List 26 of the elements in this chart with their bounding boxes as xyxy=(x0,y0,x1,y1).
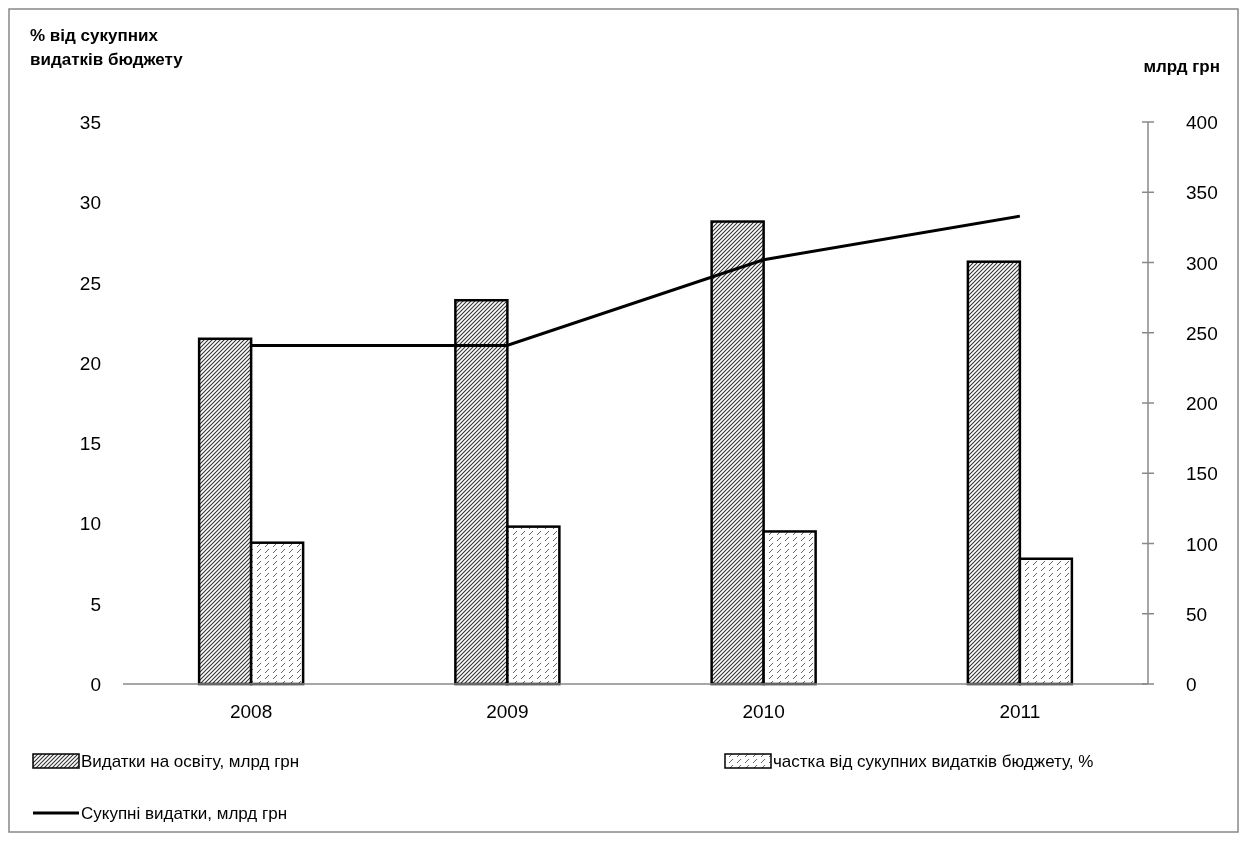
x-tick-label: 2010 xyxy=(742,701,785,722)
legend-label: частка від сукупних видатків бюджету, % xyxy=(773,752,1094,771)
y-tick-label: 10 xyxy=(79,513,101,535)
y-axis-title: % від сукупних видатків бюджету xyxy=(30,26,184,69)
y2-tick-label: 0 xyxy=(1186,674,1197,695)
y2-tick-label: 400 xyxy=(1186,112,1218,133)
y2-tick-label: 200 xyxy=(1186,393,1218,414)
y-tick-label: 0 xyxy=(90,674,101,695)
y2-tick-label: 50 xyxy=(1186,603,1208,625)
y-tick-label: 35 xyxy=(79,112,101,133)
y-tick-label: 15 xyxy=(79,433,101,455)
y-tick-label: 5 xyxy=(90,593,101,615)
y-tick-label: 20 xyxy=(79,352,101,374)
y2-axis-title: млрд грн xyxy=(1143,57,1220,76)
y-tick-label: 25 xyxy=(79,272,101,294)
x-tick-label: 2008 xyxy=(229,701,273,722)
y2-tick-label: 250 xyxy=(1186,322,1218,344)
legend-label: Видатки на освіту, млрд грн xyxy=(81,752,300,771)
legend-label: Сукупні видатки, млрд грн xyxy=(81,804,288,823)
y-tick-label: 30 xyxy=(79,192,101,214)
y2-tick-label: 150 xyxy=(1186,463,1218,485)
x-tick-label: 2009 xyxy=(486,701,529,722)
y2-tick-label: 100 xyxy=(1186,533,1218,555)
x-tick-label: 2011 xyxy=(999,701,1041,722)
y2-tick-label: 350 xyxy=(1186,182,1218,204)
y2-tick-label: 300 xyxy=(1186,252,1218,274)
